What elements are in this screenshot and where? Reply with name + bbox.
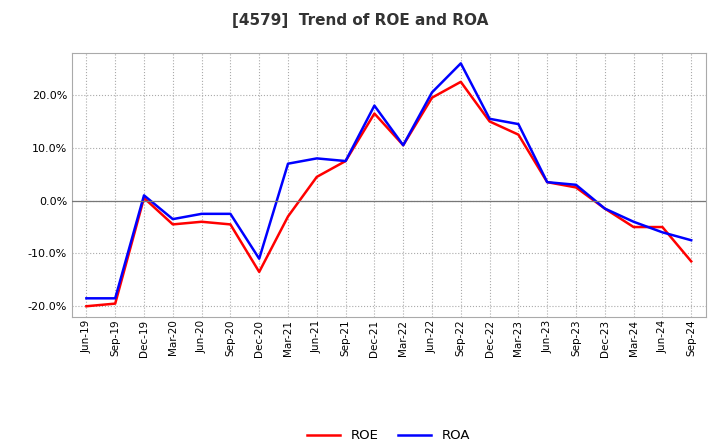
ROE: [572, 185, 580, 190]
ROA: [629, 219, 638, 224]
ROA: [514, 121, 523, 127]
ROE: [370, 111, 379, 116]
Line: ROE: ROE: [86, 82, 691, 306]
ROE: [140, 195, 148, 201]
ROA: [168, 216, 177, 222]
ROA: [312, 156, 321, 161]
Legend: ROE, ROA: ROE, ROA: [302, 424, 476, 440]
ROE: [485, 119, 494, 124]
Text: [4579]  Trend of ROE and ROA: [4579] Trend of ROE and ROA: [232, 13, 488, 28]
ROA: [82, 296, 91, 301]
ROE: [168, 222, 177, 227]
ROA: [255, 256, 264, 261]
ROA: [226, 211, 235, 216]
ROE: [255, 269, 264, 275]
ROE: [284, 214, 292, 219]
ROA: [399, 143, 408, 148]
ROA: [370, 103, 379, 108]
ROA: [456, 61, 465, 66]
ROE: [399, 143, 408, 148]
ROE: [687, 259, 696, 264]
ROA: [658, 230, 667, 235]
ROE: [600, 206, 609, 211]
ROE: [428, 95, 436, 100]
ROE: [658, 224, 667, 230]
ROA: [341, 158, 350, 164]
Line: ROA: ROA: [86, 63, 691, 298]
ROE: [341, 158, 350, 164]
ROE: [82, 304, 91, 309]
ROA: [197, 211, 206, 216]
ROA: [111, 296, 120, 301]
ROA: [428, 90, 436, 95]
ROE: [111, 301, 120, 306]
ROA: [687, 238, 696, 243]
ROE: [543, 180, 552, 185]
ROA: [485, 116, 494, 121]
ROE: [456, 79, 465, 84]
ROA: [600, 206, 609, 211]
ROE: [226, 222, 235, 227]
ROE: [514, 132, 523, 137]
ROA: [543, 180, 552, 185]
ROE: [312, 174, 321, 180]
ROE: [197, 219, 206, 224]
ROA: [572, 182, 580, 187]
ROE: [629, 224, 638, 230]
ROA: [140, 193, 148, 198]
ROA: [284, 161, 292, 166]
